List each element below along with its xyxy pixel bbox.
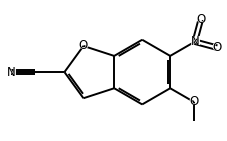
Text: O: O <box>211 41 221 54</box>
Text: O: O <box>194 13 205 26</box>
Text: N: N <box>7 66 15 79</box>
Text: N: N <box>190 35 198 48</box>
Text: N: N <box>5 66 17 79</box>
Text: N: N <box>188 35 200 48</box>
Text: O: O <box>79 39 88 52</box>
Text: O: O <box>188 95 199 108</box>
Text: O: O <box>77 39 89 52</box>
Text: O: O <box>195 13 205 26</box>
Text: O: O <box>210 41 222 54</box>
Text: O: O <box>189 95 198 108</box>
